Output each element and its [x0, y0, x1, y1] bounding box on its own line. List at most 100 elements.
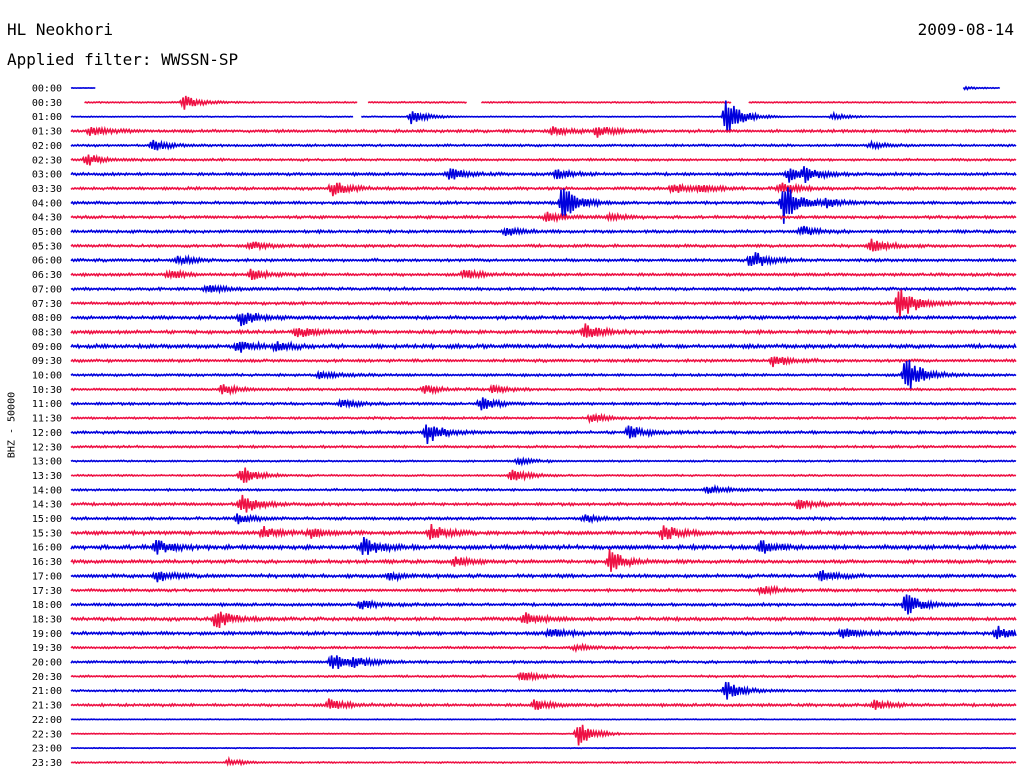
trace-row-1930 — [70, 642, 1017, 654]
tick-label-1230: 12:30 — [32, 442, 62, 453]
trace-row-0100 — [70, 100, 1017, 133]
tick-label-1000: 10:00 — [32, 371, 62, 382]
tick-label-0600: 06:00 — [32, 256, 62, 267]
tick-label-1100: 11:00 — [32, 399, 62, 410]
tick-label-2130: 21:30 — [32, 701, 62, 712]
tick-label-1330: 13:30 — [32, 471, 62, 482]
trace-row-1500 — [70, 513, 1017, 525]
tick-label-0930: 09:30 — [32, 356, 62, 367]
tick-label-2100: 21:00 — [32, 686, 62, 697]
tick-label-0100: 01:00 — [32, 112, 62, 123]
tick-label-1130: 11:30 — [32, 414, 62, 425]
trace-row-0630 — [70, 268, 1017, 281]
tick-label-2030: 20:30 — [32, 672, 62, 683]
trace-row-1800 — [70, 594, 1017, 615]
trace-row-1100 — [70, 397, 1017, 411]
trace-row-0530 — [70, 238, 1017, 252]
tick-label-1400: 14:00 — [32, 485, 62, 496]
tick-label-2000: 20:00 — [32, 658, 62, 669]
tick-label-1800: 18:00 — [32, 600, 62, 611]
trace-row-0430 — [70, 211, 1017, 224]
trace-row-1600 — [70, 537, 1017, 555]
record-date: 2009-08-14 — [917, 20, 1014, 39]
tick-label-0730: 07:30 — [32, 299, 62, 310]
tick-label-1030: 10:30 — [32, 385, 62, 396]
trace-row-0300 — [70, 166, 1017, 183]
tick-label-0630: 06:30 — [32, 270, 62, 281]
tick-label-0430: 04:30 — [32, 213, 62, 224]
trace-row-0130 — [70, 125, 1017, 138]
trace-row-0930 — [70, 355, 1017, 368]
tick-label-0530: 05:30 — [32, 241, 62, 252]
tick-label-0800: 08:00 — [32, 313, 62, 324]
tick-label-1600: 16:00 — [32, 543, 62, 554]
trace-row-2330 — [70, 755, 1017, 767]
time-tick-labels: 00:00 00:30 01:00 01:30 02:00 02:30 03:00 03:30… — [32, 84, 62, 769]
tick-label-0700: 07:00 — [32, 284, 62, 295]
trace-row-1000 — [70, 360, 1017, 389]
applied-filter-label: Applied filter: WWSSN-SP — [7, 50, 239, 69]
tick-label-0030: 00:30 — [32, 98, 62, 109]
trace-row-1430 — [70, 494, 1017, 513]
tick-label-2300: 23:00 — [32, 744, 62, 755]
tick-label-1300: 13:00 — [32, 457, 62, 468]
trace-row-2300 — [70, 746, 1017, 750]
tick-label-2200: 22:00 — [32, 715, 62, 726]
trace-row-0730 — [70, 289, 1017, 320]
tick-label-1200: 12:00 — [32, 428, 62, 439]
tick-label-0230: 02:30 — [32, 155, 62, 166]
trace-row-1830 — [70, 611, 1017, 628]
trace-row-0230 — [70, 153, 1017, 166]
tick-label-2230: 22:30 — [32, 729, 62, 740]
trace-row-1030 — [70, 383, 1017, 396]
station-name: HL Neokhori — [7, 20, 113, 39]
trace-row-0330 — [70, 182, 1017, 197]
trace-row-0800 — [70, 312, 1017, 327]
tick-label-0500: 05:00 — [32, 227, 62, 238]
trace-row-1530 — [70, 524, 1017, 541]
trace-row-2130 — [70, 698, 1017, 710]
trace-row-0600 — [70, 252, 1017, 267]
trace-row-1630 — [70, 548, 1017, 572]
tick-label-0830: 08:30 — [32, 327, 62, 338]
tick-label-0000: 00:00 — [32, 84, 62, 95]
tick-label-1900: 19:00 — [32, 629, 62, 640]
trace-row-0830 — [70, 323, 1017, 339]
trace-row-0700 — [70, 284, 1017, 295]
trace-row-1300 — [70, 456, 1017, 467]
trace-row-0030 — [84, 95, 1017, 110]
trace-row-0000 — [70, 85, 1001, 91]
tick-label-0130: 01:30 — [32, 127, 62, 138]
tick-label-1530: 15:30 — [32, 528, 62, 539]
seismic-traces — [70, 85, 1017, 767]
tick-label-1630: 16:30 — [32, 557, 62, 568]
tick-label-1700: 17:00 — [32, 571, 62, 582]
trace-row-1200 — [70, 424, 1017, 444]
tick-label-0900: 09:00 — [32, 342, 62, 353]
trace-row-1730 — [70, 584, 1017, 597]
tick-label-0330: 03:30 — [32, 184, 62, 195]
trace-row-2230 — [70, 724, 1017, 746]
tick-label-2330: 23:30 — [32, 758, 62, 769]
tick-label-1930: 19:30 — [32, 643, 62, 654]
trace-row-1900 — [70, 625, 1017, 640]
tick-label-0200: 02:00 — [32, 141, 62, 152]
trace-row-0200 — [70, 139, 1017, 151]
trace-row-2200 — [70, 718, 1017, 721]
trace-row-2030 — [70, 671, 1017, 682]
trace-row-0900 — [70, 340, 1017, 353]
tick-label-1430: 14:30 — [32, 500, 62, 511]
trace-row-2000 — [70, 655, 1017, 669]
trace-row-1400 — [70, 483, 1017, 495]
trace-row-0500 — [70, 225, 1017, 237]
tick-label-1730: 17:30 — [32, 586, 62, 597]
trace-row-2100 — [70, 681, 1017, 700]
trace-row-1700 — [70, 570, 1017, 583]
trace-row-1230 — [70, 444, 1017, 450]
tick-label-0300: 03:00 — [32, 170, 62, 181]
trace-row-1330 — [70, 467, 1017, 483]
tick-label-1830: 18:30 — [32, 614, 62, 625]
tick-label-1500: 15:00 — [32, 514, 62, 525]
trace-row-1130 — [70, 412, 1017, 425]
